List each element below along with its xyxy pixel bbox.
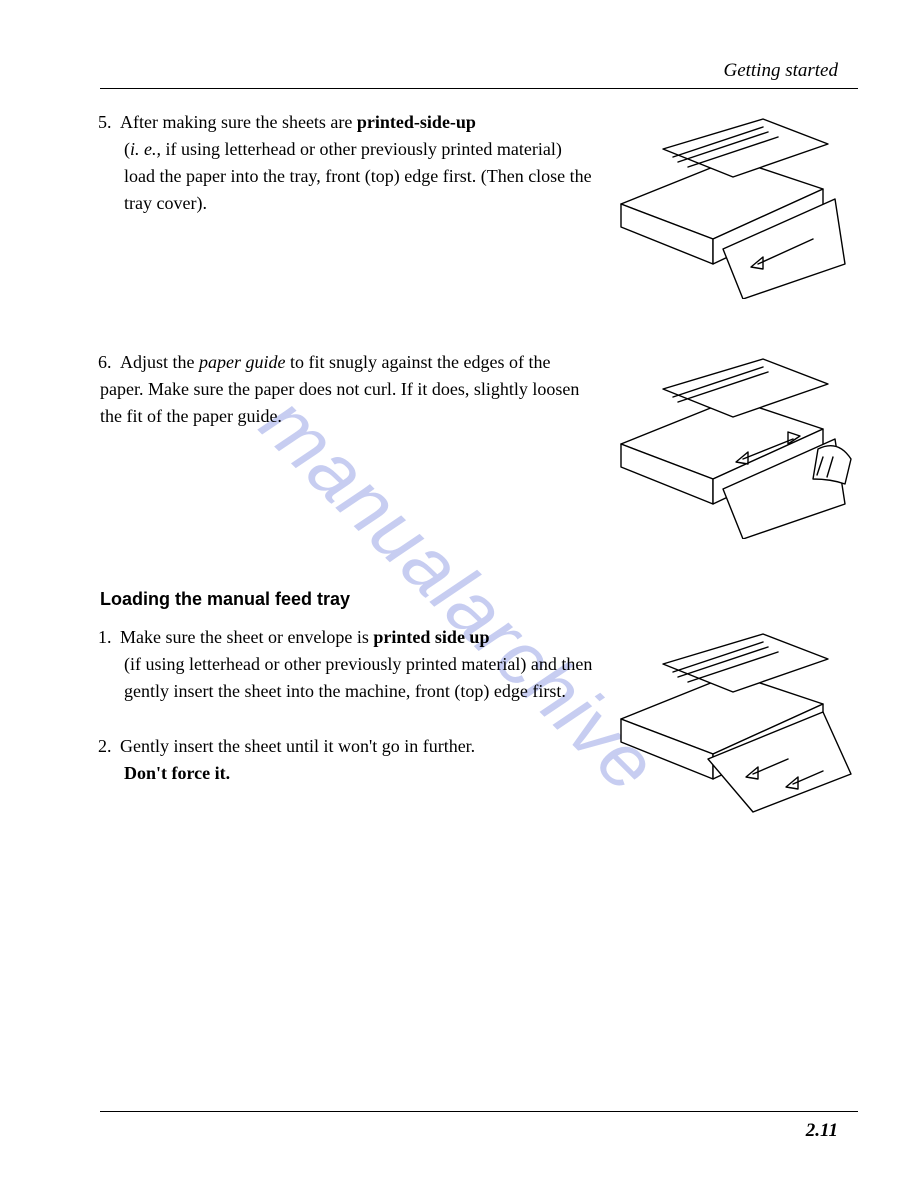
step-5-italic1: i. e., bbox=[130, 139, 161, 159]
step-2-text: 2.Gently insert the sheet until it won't… bbox=[100, 733, 595, 787]
illustration-step6 bbox=[613, 349, 853, 539]
step-6-number: 6. bbox=[98, 349, 120, 376]
page-content: 5.After making sure the sheets are print… bbox=[100, 109, 858, 814]
step-1-number: 1. bbox=[98, 624, 120, 651]
step-5-line2b: if using letterhead or other previously … bbox=[124, 139, 592, 213]
page-header: Getting started bbox=[100, 60, 858, 89]
step-6-italic1: paper guide bbox=[199, 352, 285, 372]
step-2-bold1: Don't force it. bbox=[124, 763, 230, 783]
step-6-row: 6.Adjust the paper guide to fit snugly a… bbox=[100, 349, 858, 539]
step-6-text: 6.Adjust the paper guide to fit snugly a… bbox=[100, 349, 595, 430]
header-title: Getting started bbox=[723, 60, 838, 81]
step-5-pre: After making sure the sheets are bbox=[120, 112, 357, 132]
step-1-pre: Make sure the sheet or envelope is bbox=[120, 627, 373, 647]
step-2-number: 2. bbox=[98, 733, 120, 760]
printer-feed-icon bbox=[613, 624, 853, 814]
step-1-post: (if using letterhead or other previously… bbox=[124, 654, 592, 701]
step-6-pre: Adjust the bbox=[120, 352, 199, 372]
printer-tray-icon bbox=[613, 109, 853, 299]
step-1-2-row: 1.Make sure the sheet or envelope is pri… bbox=[100, 624, 858, 814]
step-5-bold1: printed-side-up bbox=[357, 112, 476, 132]
step-5-row: 5.After making sure the sheets are print… bbox=[100, 109, 858, 299]
section-heading-manual-feed: Loading the manual feed tray bbox=[100, 589, 858, 610]
step-5-number: 5. bbox=[98, 109, 120, 136]
step-5-text: 5.After making sure the sheets are print… bbox=[100, 109, 595, 217]
page-footer: 2.11 bbox=[100, 1111, 858, 1142]
step-1-text: 1.Make sure the sheet or envelope is pri… bbox=[100, 624, 595, 705]
illustration-step1 bbox=[613, 624, 853, 814]
printer-guide-icon bbox=[613, 349, 853, 539]
step-1-bold1: printed side up bbox=[373, 627, 489, 647]
illustration-step5 bbox=[613, 109, 853, 299]
page-number: 2.11 bbox=[806, 1120, 838, 1141]
step-2-body: Gently insert the sheet until it won't g… bbox=[120, 736, 475, 756]
